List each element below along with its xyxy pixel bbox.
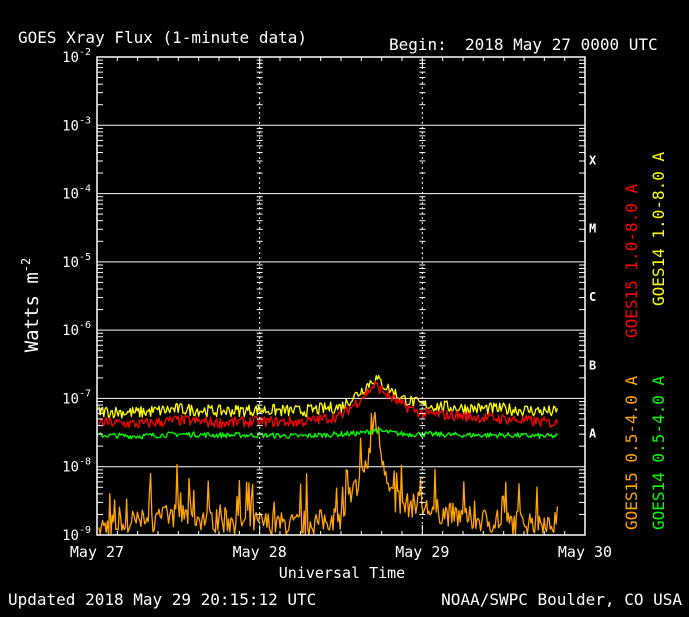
- legend-entry: GOES15 1.0-8.0 A: [622, 184, 641, 338]
- y-tick-exponent: -4: [79, 184, 91, 195]
- y-tick-base: 10: [62, 50, 79, 66]
- plot-area: [97, 57, 585, 535]
- y-tick-exponent: -8: [79, 457, 91, 468]
- y-tick-base: 10: [62, 118, 79, 134]
- y-tick-label: 10-4: [62, 184, 91, 203]
- chart-title: GOES Xray Flux (1-minute data): [18, 28, 307, 47]
- flare-class-label: B: [589, 358, 596, 372]
- flare-class-label: M: [589, 222, 596, 236]
- begin-value: 2018 May 27 0000 UTC: [465, 35, 658, 54]
- y-tick-label: 10-2: [62, 47, 91, 66]
- y-axis-label-superscript: -2: [19, 258, 33, 272]
- series-line-4: [98, 427, 558, 440]
- y-tick-base: 10: [62, 323, 79, 339]
- source-credit: NOAA/SWPC Boulder, CO USA: [441, 590, 682, 609]
- y-tick-exponent: -7: [79, 388, 91, 399]
- x-tick-label: May 30: [558, 543, 612, 561]
- y-tick-base: 10: [62, 255, 79, 271]
- y-tick-base: 10: [62, 187, 79, 203]
- x-tick-label: May 29: [395, 543, 449, 561]
- y-tick-base: 10: [62, 460, 79, 476]
- y-tick-base: 10: [62, 391, 79, 407]
- series-line-2: [98, 374, 559, 419]
- x-tick-label: May 27: [70, 543, 124, 561]
- y-tick-exponent: -6: [79, 320, 91, 331]
- flare-class-label: X: [589, 153, 597, 167]
- y-tick-exponent: -5: [79, 252, 91, 263]
- legend-entry: GOES14 1.0-8.0 A: [649, 152, 668, 306]
- x-axis-label: Universal Time: [279, 564, 405, 582]
- legend-entry: GOES15 0.5-4.0 A: [622, 376, 641, 530]
- updated-timestamp: Updated 2018 May 29 20:15:12 UTC: [8, 590, 316, 609]
- begin-label: Begin:: [389, 35, 447, 54]
- y-axis-label: Watts m-2: [19, 258, 43, 353]
- series-line-1: [98, 380, 559, 429]
- y-tick-label: 10-5: [62, 252, 91, 271]
- y-tick-exponent: -2: [79, 47, 91, 58]
- series-line-3: [98, 411, 559, 536]
- flare-class-label: C: [589, 290, 596, 304]
- y-tick-label: 10-3: [62, 115, 91, 134]
- y-tick-label: 10-6: [62, 320, 91, 339]
- x-tick-label: May 28: [233, 543, 287, 561]
- y-tick-label: 10-9: [62, 525, 91, 544]
- y-tick-label: 10-7: [62, 388, 91, 407]
- y-tick-exponent: -3: [79, 115, 91, 126]
- y-tick-base: 10: [62, 528, 79, 544]
- flare-class-label: A: [589, 427, 597, 441]
- y-tick-exponent: -9: [79, 525, 91, 536]
- y-axis-label-text: Watts m: [21, 272, 43, 352]
- y-tick-label: 10-8: [62, 457, 91, 476]
- legend-entry: GOES14 0.5-4.0 A: [649, 376, 668, 530]
